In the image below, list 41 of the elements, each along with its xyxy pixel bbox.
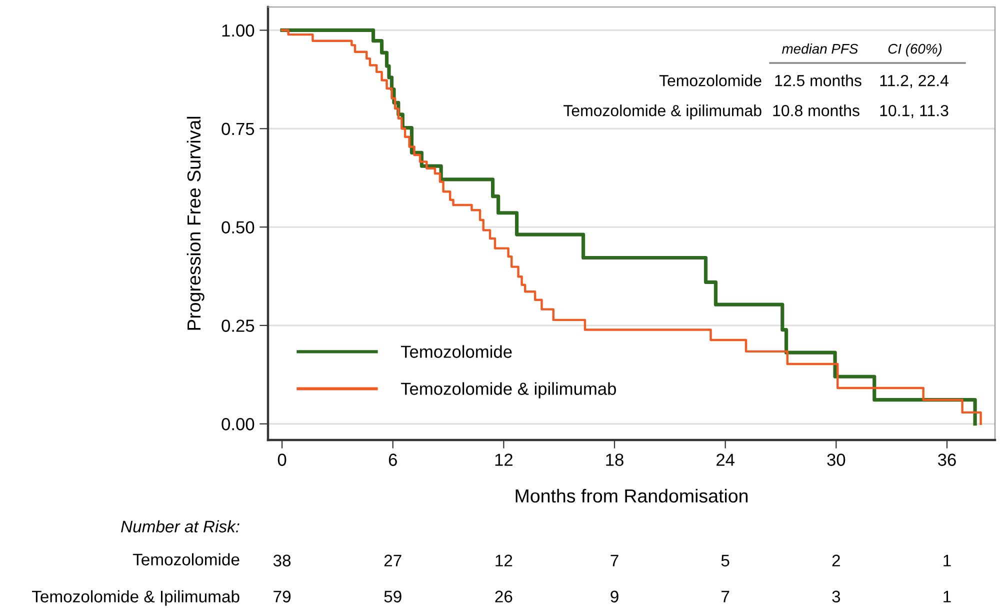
y-tick-label: 0.25 <box>222 320 254 332</box>
text: 7 <box>722 590 730 602</box>
legend-label: Temozolomide <box>400 345 512 358</box>
text: 5 <box>721 554 730 566</box>
text: Temozolomide & Ipilimumab <box>32 590 240 606</box>
text: 59 <box>384 590 402 602</box>
annotation: 11.2, 22.4 <box>880 74 948 88</box>
x-tick-label: 12 <box>495 454 512 466</box>
y-tick-label: 0.00 <box>222 418 254 430</box>
text: 27 <box>384 554 402 566</box>
annotation: 12.5 months <box>775 74 862 86</box>
x-tick-label: 36 <box>938 454 956 466</box>
legend-label: Temozolomide & ipilimumab <box>400 382 616 398</box>
annotation: CI (60%) <box>888 44 942 56</box>
x-tick-label: 30 <box>827 454 846 466</box>
annotation: Temozolomide <box>659 74 762 86</box>
x-tick-label: 24 <box>716 454 734 466</box>
y-tick-label: 1.00 <box>222 24 254 37</box>
x-tick-label: 18 <box>606 454 624 466</box>
y-tick-label: 0.50 <box>222 221 254 234</box>
text: 1 <box>944 554 951 566</box>
text: 1 <box>944 590 951 602</box>
text: 38 <box>273 554 291 566</box>
annotation: 10.1, 11.3 <box>880 104 948 118</box>
annotation: median PFS <box>782 44 858 54</box>
text: Temozolomide <box>132 553 240 566</box>
text: 9 <box>610 590 618 602</box>
text: 26 <box>495 590 512 602</box>
text: 7 <box>610 554 618 566</box>
text: 12 <box>496 554 512 566</box>
text: 2 <box>832 554 840 566</box>
text: 79 <box>274 590 291 602</box>
annotation: 10.8 months <box>773 104 860 116</box>
x-tick-label: 6 <box>388 454 397 466</box>
text: Number at Risk: <box>121 520 240 532</box>
text: 3 <box>832 590 840 602</box>
x-tick-label: 0 <box>278 454 286 466</box>
y-axis-title: Progression Free Survival <box>186 116 204 330</box>
annotation: Temozolomide & ipilimumab <box>564 104 762 120</box>
y-tick-label: 0.75 <box>222 122 254 136</box>
x-axis-title: Months from Randomisation <box>516 488 748 503</box>
